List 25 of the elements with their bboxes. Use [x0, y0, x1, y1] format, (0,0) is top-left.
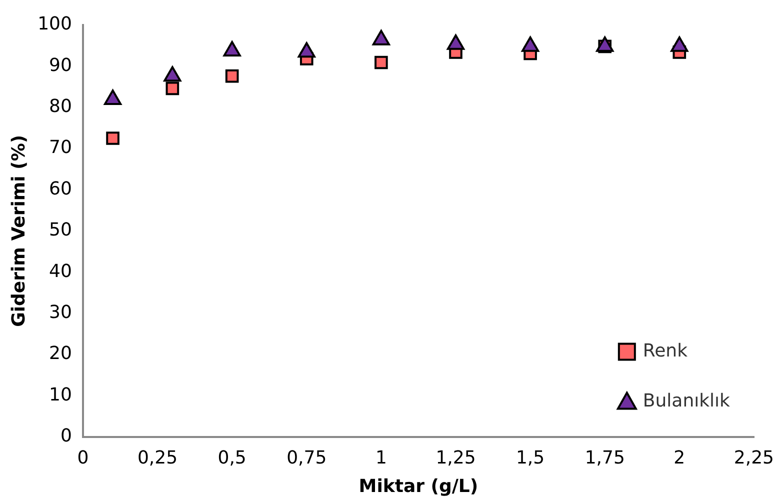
- y-tick-label: 60: [49, 178, 72, 200]
- x-tick-label: 2,25: [734, 447, 774, 468]
- x-tick-label: 2: [674, 447, 686, 468]
- y-tick-label: 90: [49, 54, 72, 76]
- y-tick-label: 10: [49, 384, 72, 406]
- x-tick-label: 0,75: [286, 447, 327, 468]
- x-tick-label: 1,75: [584, 447, 625, 468]
- x-tick-label: 0: [77, 447, 89, 468]
- x-tick-label: 1: [375, 447, 387, 468]
- y-axis-title: Giderim Verimi (%): [8, 134, 30, 327]
- y-tick-label: 40: [49, 260, 72, 282]
- legend-label: Renk: [642, 340, 688, 362]
- y-tick-label: 50: [49, 220, 72, 241]
- y-tick-label: 0: [60, 425, 72, 446]
- y-tick-label: 30: [49, 302, 72, 323]
- x-tick-label: 0,25: [137, 447, 178, 468]
- legend-label: Bulanıklık: [642, 390, 731, 412]
- y-tick-label: 80: [49, 96, 72, 118]
- x-axis-title: Miktar (g/L): [358, 476, 478, 497]
- x-tick-label: 0,5: [218, 447, 246, 468]
- y-tick-label: 20: [49, 343, 72, 364]
- x-tick-label: 1,25: [436, 447, 476, 468]
- x-tick-label: 1,5: [516, 447, 545, 468]
- y-tick-label: 100: [38, 14, 72, 35]
- y-tick-label: 70: [49, 137, 72, 158]
